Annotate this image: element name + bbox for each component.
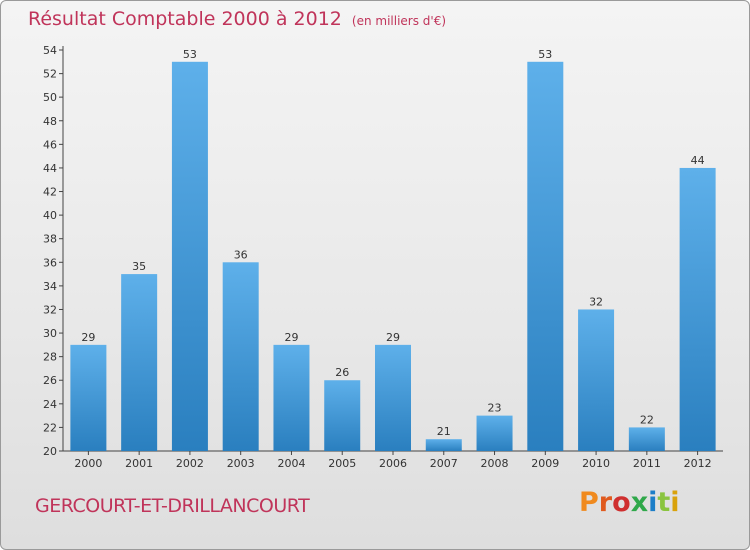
y-tick-label: 54 xyxy=(43,44,57,57)
logo-letter: P xyxy=(579,487,599,518)
y-tick-label: 50 xyxy=(43,91,57,104)
logo-letter: x xyxy=(630,487,649,518)
x-tick-label: 2012 xyxy=(684,457,712,470)
bar xyxy=(375,344,411,451)
y-tick-label: 26 xyxy=(43,374,57,387)
bar-value-label: 35 xyxy=(132,260,146,273)
bar-value-label: 32 xyxy=(589,295,603,308)
bar xyxy=(171,61,208,451)
bar-value-label: 21 xyxy=(437,425,451,438)
y-tick-label: 32 xyxy=(43,303,57,316)
commune-name: GERCOURT-ET-DRILLANCOURT xyxy=(35,495,310,517)
bar xyxy=(222,262,259,451)
x-tick-label: 2008 xyxy=(481,457,509,470)
x-tick-label: 2004 xyxy=(277,457,305,470)
y-tick-label: 40 xyxy=(43,209,57,222)
y-tick-label: 24 xyxy=(43,398,57,411)
y-tick-label: 44 xyxy=(43,162,57,175)
chart-unit: (en milliers d'€) xyxy=(351,14,447,28)
x-tick-label: 2001 xyxy=(125,457,153,470)
bar-value-label: 23 xyxy=(488,402,502,415)
bar xyxy=(273,344,310,451)
x-tick-label: 2003 xyxy=(227,457,255,470)
y-tick-label: 34 xyxy=(43,280,57,293)
x-tick-label: 2005 xyxy=(328,457,356,470)
bar xyxy=(578,309,615,451)
y-tick-label: 22 xyxy=(43,421,57,434)
bar-value-label: 26 xyxy=(335,366,349,379)
x-tick-label: 2000 xyxy=(74,457,102,470)
bar-value-label: 44 xyxy=(691,154,705,167)
proxiti-logo: Proxiti xyxy=(579,487,680,527)
x-tick-label: 2009 xyxy=(531,457,559,470)
y-tick-label: 38 xyxy=(43,233,57,246)
y-tick-label: 28 xyxy=(43,351,57,364)
bar xyxy=(324,380,361,451)
bar xyxy=(425,439,462,451)
logo-letter: t xyxy=(657,487,671,518)
bar xyxy=(121,274,158,451)
logo-letter: i xyxy=(648,487,658,518)
logo-letter: o xyxy=(612,487,631,518)
bar-value-label: 29 xyxy=(81,331,95,344)
chart-title: Résultat Comptable 2000 à 2012 (en millie… xyxy=(28,8,446,30)
y-tick-label: 42 xyxy=(43,186,57,199)
bar-value-label: 53 xyxy=(538,48,552,61)
x-tick-label: 2010 xyxy=(582,457,610,470)
x-tick-label: 2011 xyxy=(633,457,661,470)
y-tick-label: 52 xyxy=(43,68,57,81)
bar-value-label: 29 xyxy=(386,331,400,344)
logo-letter: r xyxy=(598,487,613,518)
chart-title-text: Résultat Comptable 2000 à 2012 xyxy=(28,8,342,30)
bar-value-label: 53 xyxy=(183,48,197,61)
y-tick-label: 30 xyxy=(43,327,57,340)
x-tick-label: 2002 xyxy=(176,457,204,470)
chart-bars xyxy=(70,61,716,452)
bar-value-label: 29 xyxy=(284,331,298,344)
x-tick-label: 2007 xyxy=(430,457,458,470)
y-tick-label: 46 xyxy=(43,138,57,151)
y-tick-label: 48 xyxy=(43,115,57,128)
bar xyxy=(679,167,716,452)
bar xyxy=(476,415,513,451)
bar-value-label: 22 xyxy=(640,413,654,426)
bar-value-label: 36 xyxy=(234,248,248,261)
logo-letter: i xyxy=(670,487,680,518)
bar xyxy=(70,344,107,451)
chart-labels: 29 2000 35 2001 53 2002 36 2003 29 2004 26 2005 29 20… xyxy=(74,48,711,470)
bar xyxy=(628,427,665,451)
y-tick-label: 20 xyxy=(43,445,57,458)
x-tick-label: 2006 xyxy=(379,457,407,470)
y-tick-label: 36 xyxy=(43,256,57,269)
bar xyxy=(527,61,564,451)
